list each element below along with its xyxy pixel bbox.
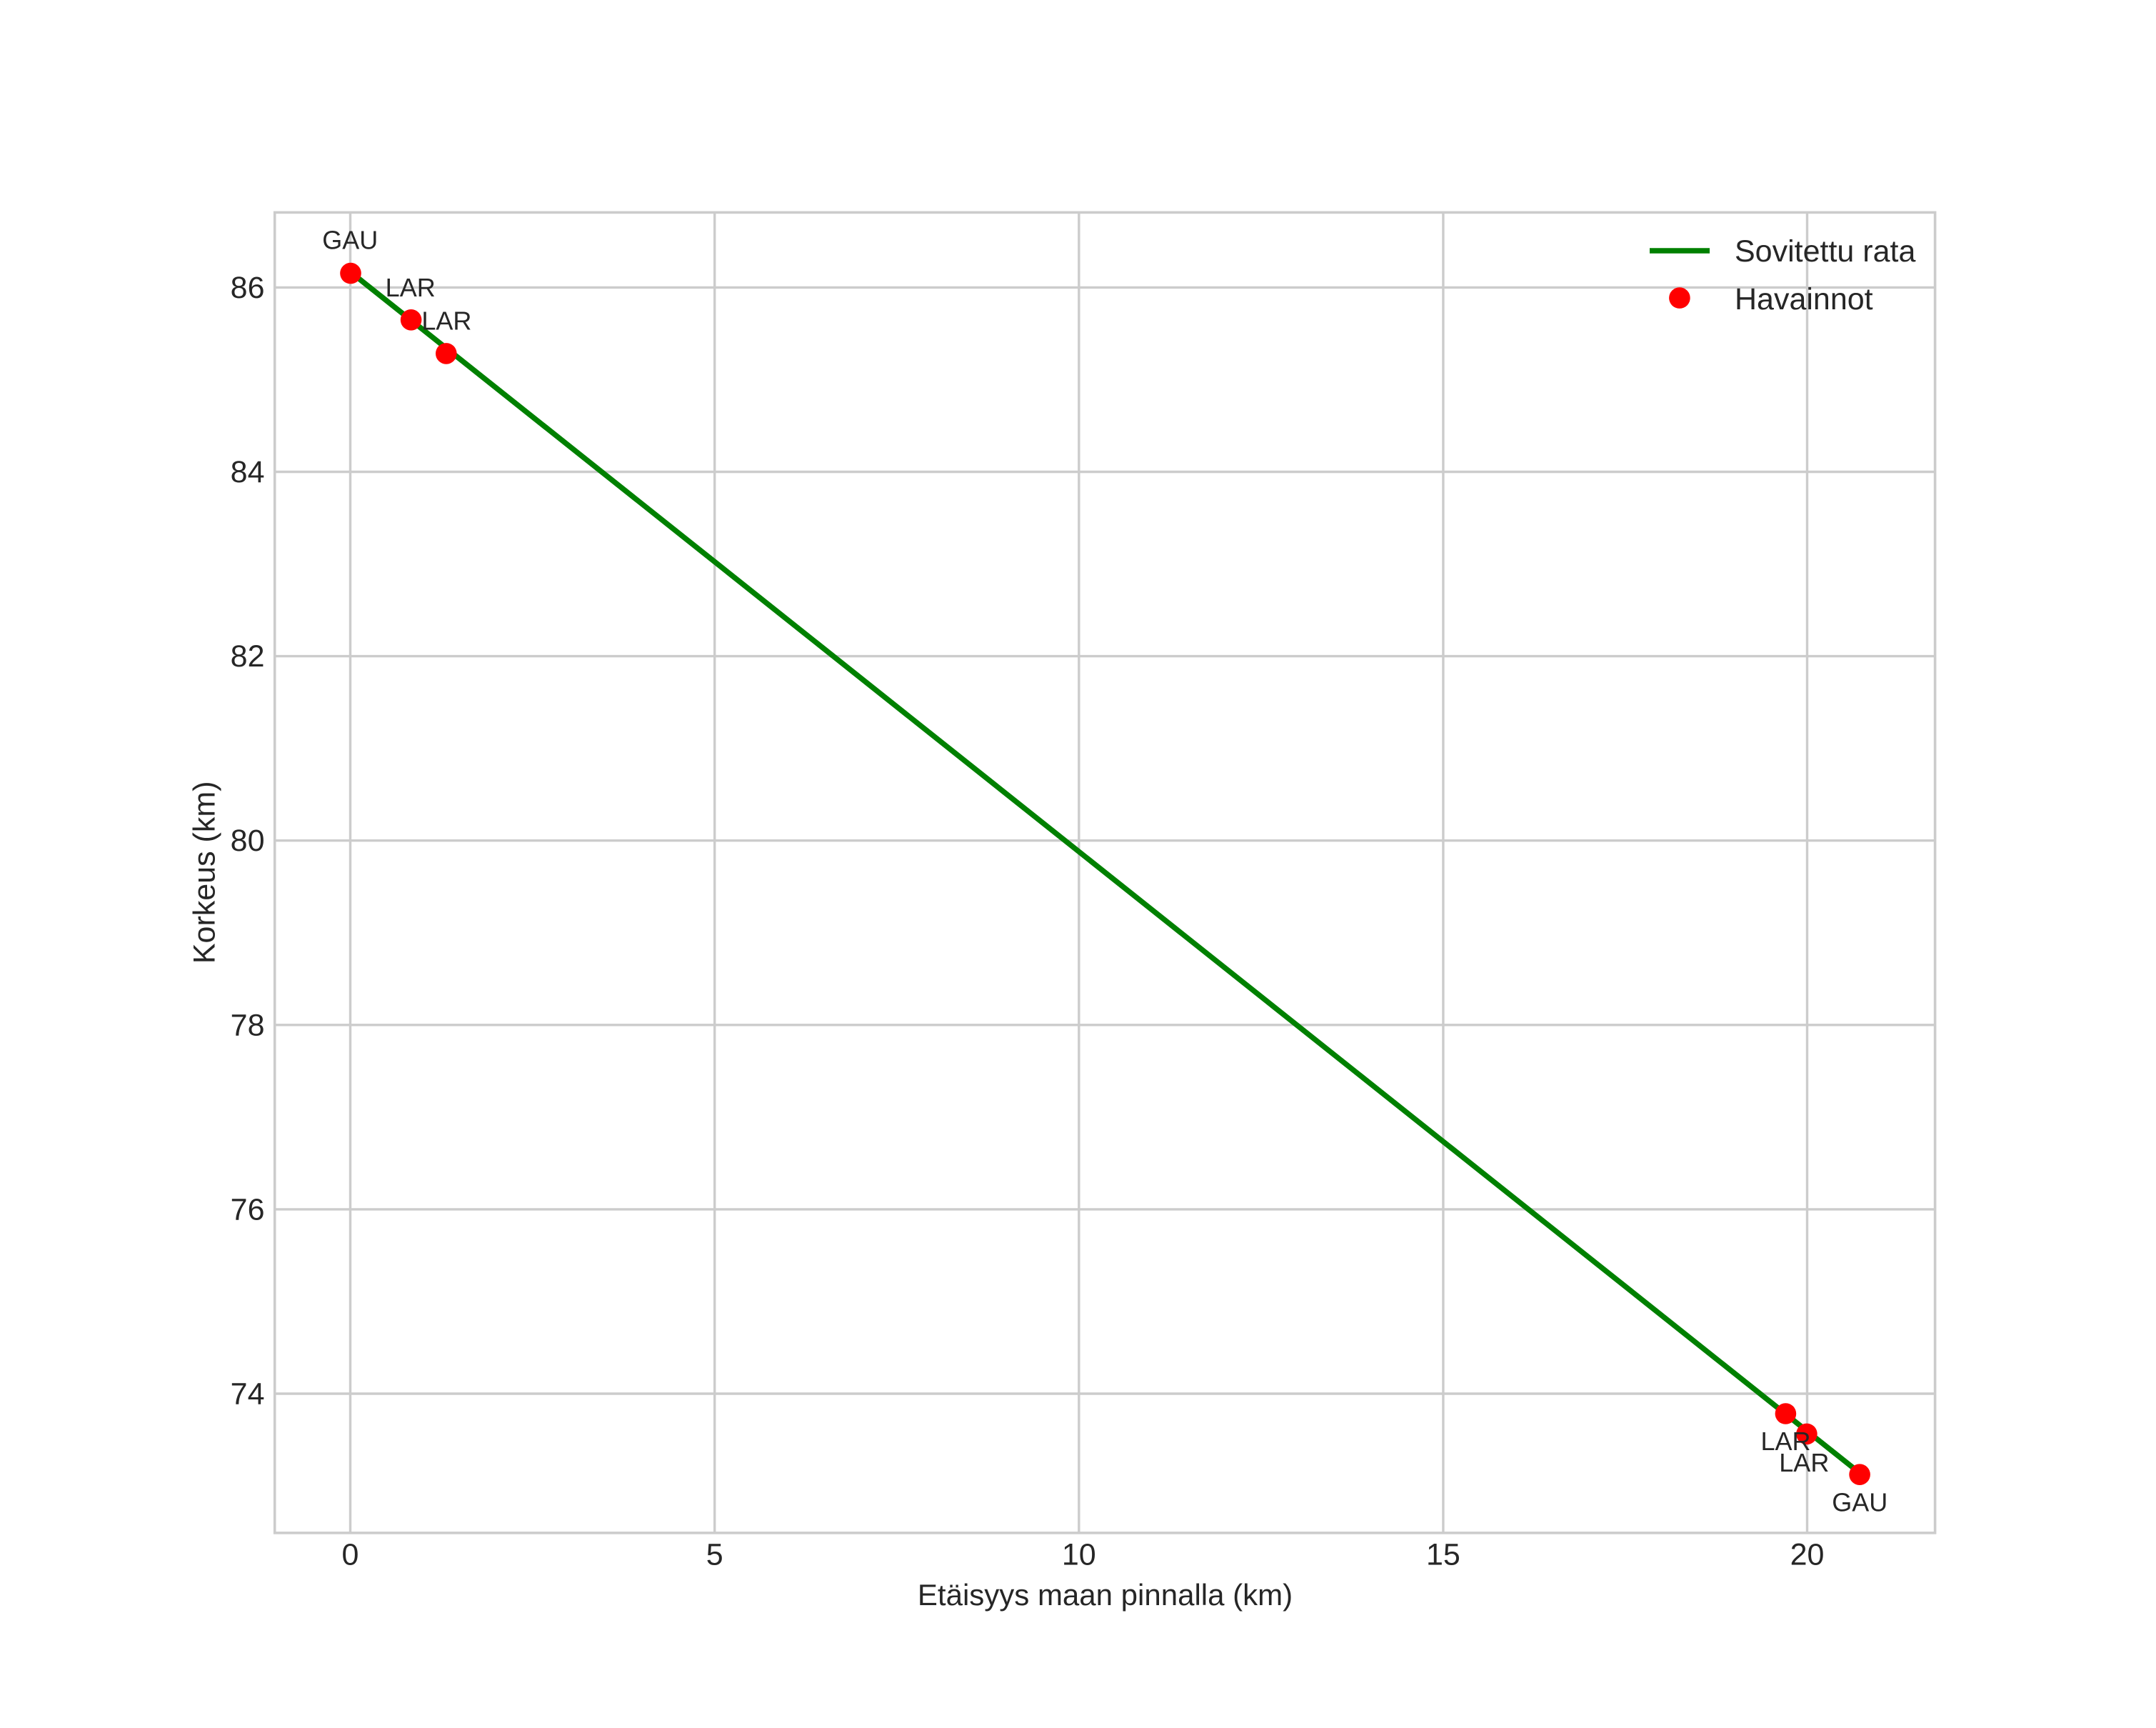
svg-text:LAR: LAR bbox=[1760, 1427, 1810, 1456]
svg-text:86: 86 bbox=[231, 271, 265, 305]
svg-text:GAU: GAU bbox=[322, 226, 378, 255]
svg-text:84: 84 bbox=[231, 455, 265, 489]
svg-text:74: 74 bbox=[231, 1377, 265, 1412]
svg-text:0: 0 bbox=[342, 1538, 359, 1572]
svg-text:Havainnot: Havainnot bbox=[1735, 282, 1873, 316]
svg-text:GAU: GAU bbox=[1832, 1488, 1887, 1517]
svg-text:82: 82 bbox=[231, 639, 265, 674]
svg-text:Sovitettu rata: Sovitettu rata bbox=[1735, 234, 1915, 269]
svg-text:5: 5 bbox=[706, 1538, 723, 1572]
svg-text:Etäisyys maan pinnalla (km): Etäisyys maan pinnalla (km) bbox=[918, 1578, 1293, 1612]
svg-text:LAR: LAR bbox=[421, 306, 471, 335]
svg-text:80: 80 bbox=[231, 824, 265, 858]
svg-text:76: 76 bbox=[231, 1192, 265, 1227]
svg-text:LAR: LAR bbox=[1779, 1448, 1829, 1477]
svg-text:78: 78 bbox=[231, 1008, 265, 1042]
svg-text:15: 15 bbox=[1426, 1538, 1460, 1572]
svg-text:Korkeus (km): Korkeus (km) bbox=[188, 781, 222, 964]
svg-text:20: 20 bbox=[1790, 1538, 1825, 1572]
svg-text:10: 10 bbox=[1062, 1538, 1096, 1572]
svg-text:LAR: LAR bbox=[386, 273, 436, 302]
